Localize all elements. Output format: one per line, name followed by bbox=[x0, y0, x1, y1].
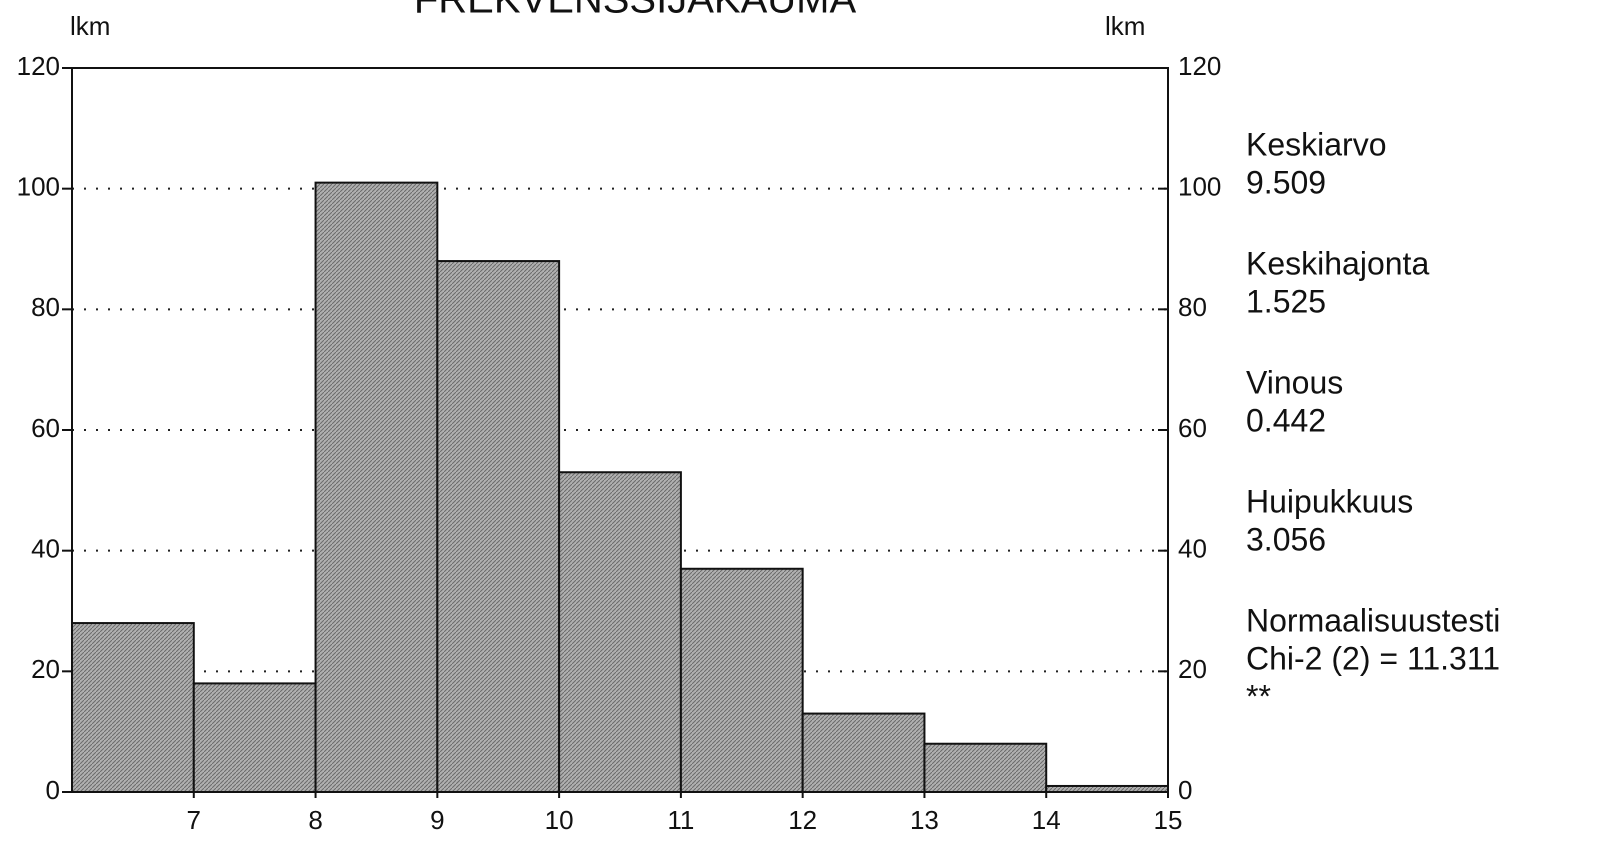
y2-tick-label: 20 bbox=[1178, 654, 1207, 684]
y-tick-label: 80 bbox=[31, 292, 60, 322]
y2-tick-label: 40 bbox=[1178, 534, 1207, 564]
stat-text: Normaalisuustesti bbox=[1246, 602, 1500, 638]
stat-text: Keskihajonta bbox=[1246, 245, 1429, 281]
x-tick-label: 11 bbox=[667, 805, 694, 835]
stat-text: Keskiarvo bbox=[1246, 126, 1387, 162]
y-tick-label: 0 bbox=[46, 775, 60, 805]
stat-text: 0.442 bbox=[1246, 402, 1326, 438]
plot-frame bbox=[71, 67, 1169, 793]
bar bbox=[192, 682, 317, 794]
y-tick-label: 60 bbox=[31, 413, 60, 443]
stat-text: 1.525 bbox=[1246, 283, 1326, 319]
y2-axis-label: lkm bbox=[1105, 11, 1145, 41]
bar bbox=[679, 567, 804, 793]
stat-text: Vinous bbox=[1246, 364, 1343, 400]
chart-title: FREKVENSSIJAKAUMA bbox=[414, 0, 857, 22]
x-tick-label: 15 bbox=[1154, 805, 1183, 835]
stat-text: Huipukkuus bbox=[1246, 483, 1413, 519]
y-tick-label: 100 bbox=[17, 172, 60, 202]
stat-text: 3.056 bbox=[1246, 521, 1326, 557]
y2-tick-label: 100 bbox=[1178, 172, 1221, 202]
x-tick-label: 13 bbox=[910, 805, 939, 835]
y-tick-label: 20 bbox=[31, 654, 60, 684]
x-tick-label: 14 bbox=[1032, 805, 1061, 835]
bar bbox=[436, 260, 561, 794]
y-tick-label: 40 bbox=[31, 534, 60, 564]
stat-text: 9.509 bbox=[1246, 164, 1326, 200]
y2-tick-label: 0 bbox=[1178, 775, 1192, 805]
x-tick-label: 12 bbox=[788, 805, 817, 835]
bar bbox=[71, 622, 195, 793]
x-tick-label: 7 bbox=[187, 805, 201, 835]
x-tick-label: 8 bbox=[308, 805, 322, 835]
bar bbox=[558, 471, 682, 793]
x-tick-label: 10 bbox=[545, 805, 574, 835]
bar bbox=[314, 181, 439, 793]
stat-text: Chi-2 (2) = 11.311 bbox=[1246, 640, 1500, 676]
y2-tick-label: 80 bbox=[1178, 292, 1207, 322]
bar bbox=[923, 742, 1048, 794]
y2-tick-label: 120 bbox=[1178, 51, 1221, 81]
stat-text: ** bbox=[1246, 678, 1271, 714]
y-tick-label: 120 bbox=[17, 51, 60, 81]
x-tick-label: 9 bbox=[430, 805, 444, 835]
y2-tick-label: 60 bbox=[1178, 413, 1207, 443]
bar bbox=[801, 712, 926, 793]
y-axis-label: lkm bbox=[70, 11, 110, 41]
